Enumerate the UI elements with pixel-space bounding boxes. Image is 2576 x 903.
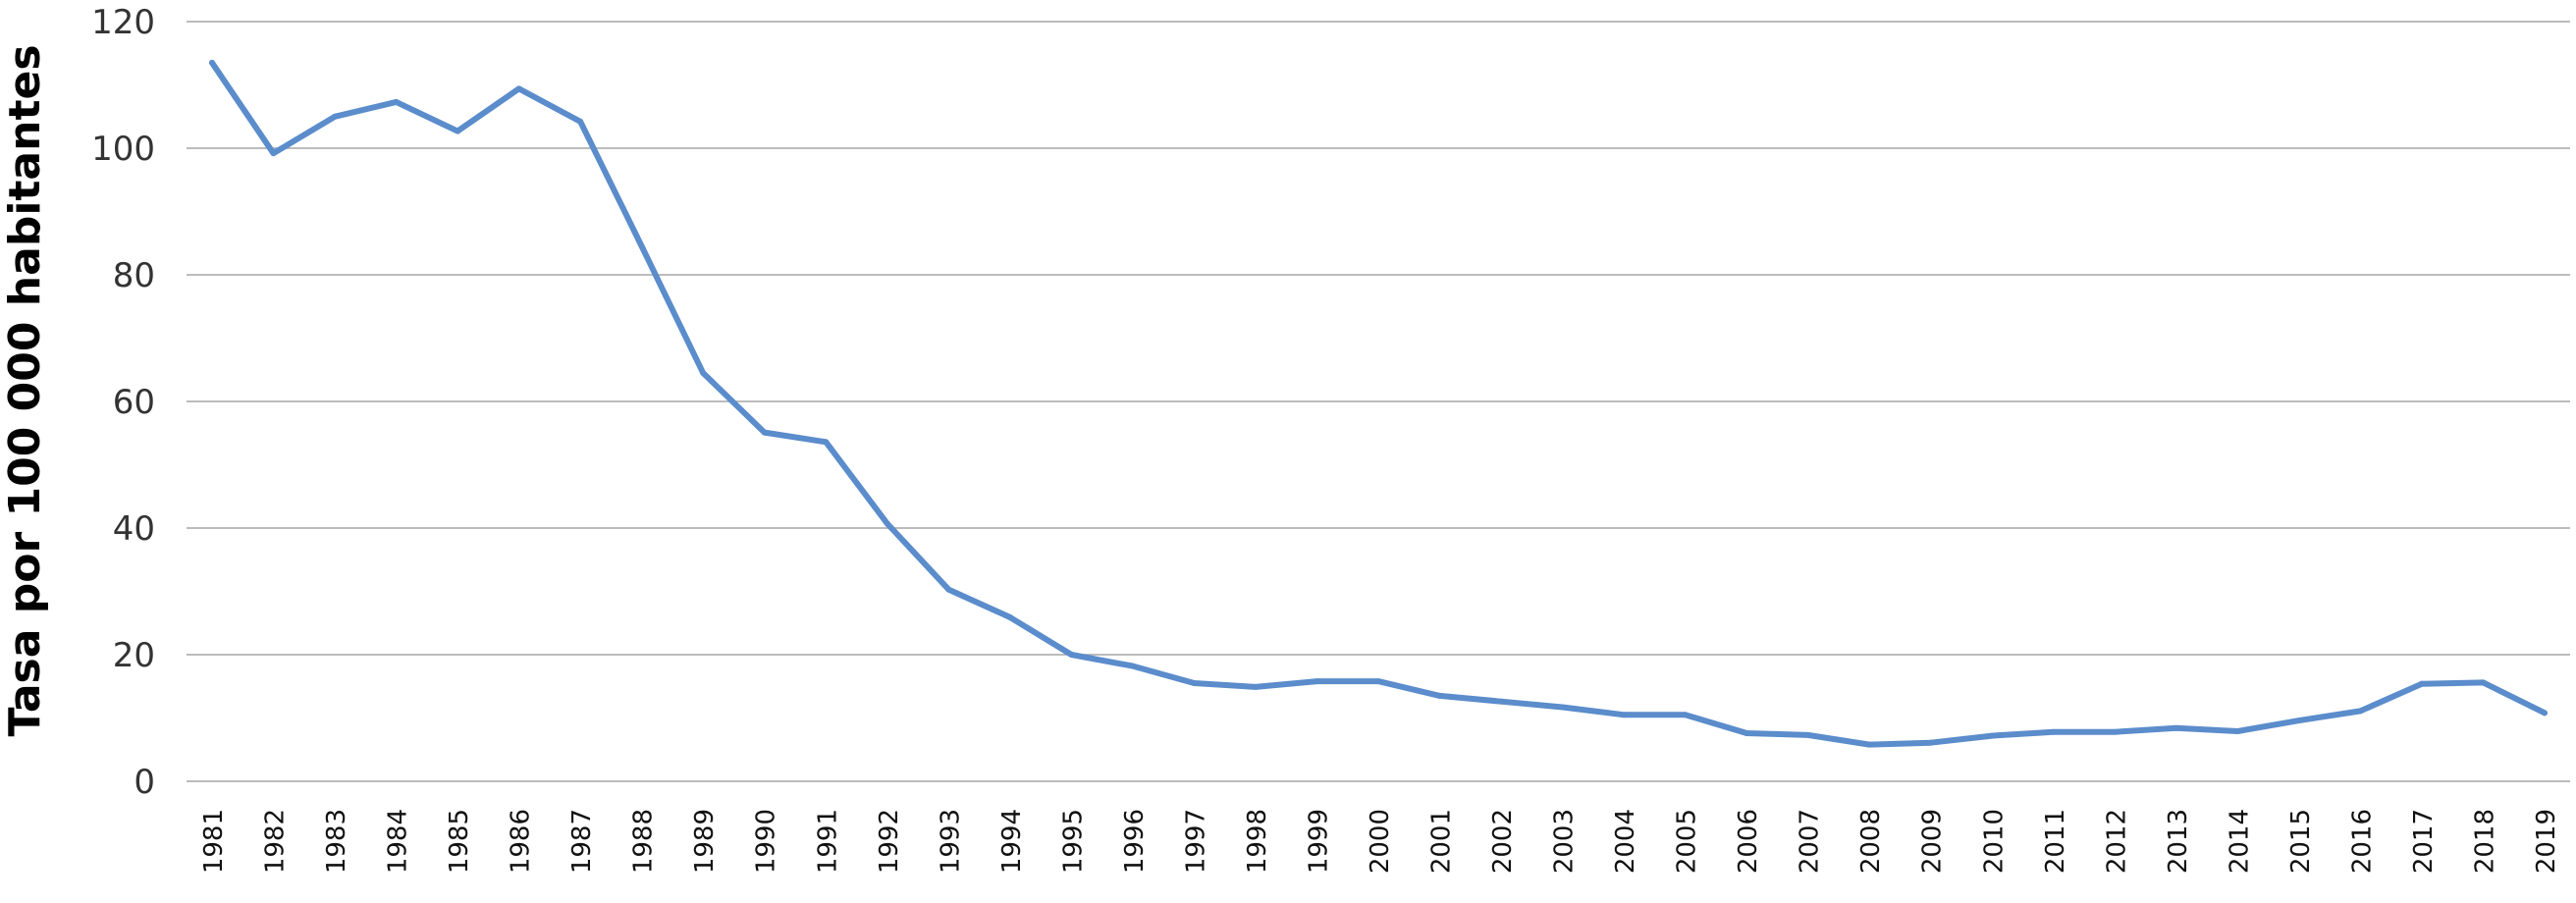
x-tick-label: 1991 — [813, 809, 842, 874]
data-point — [1436, 692, 1443, 699]
data-point — [761, 429, 768, 436]
x-tick-label: 2005 — [1673, 809, 1702, 874]
x-tick-label: 1992 — [875, 809, 904, 874]
x-tick-label: 1995 — [1058, 809, 1088, 874]
data-point — [1866, 741, 1873, 748]
data-point — [2050, 728, 2057, 735]
data-point — [1252, 683, 1259, 690]
data-point — [700, 369, 707, 376]
data-point — [884, 520, 890, 527]
data-point — [1559, 704, 1566, 711]
gridlines — [187, 21, 2570, 782]
x-tick-label: 2001 — [1427, 809, 1457, 874]
x-tick-label: 2006 — [1734, 809, 1763, 874]
y-tick-label: 120 — [91, 3, 155, 42]
x-tick-label: 2012 — [2102, 809, 2131, 874]
data-point — [1129, 663, 1136, 669]
x-tick-label: 1986 — [507, 809, 536, 874]
series-line — [209, 59, 2548, 748]
data-point — [1927, 739, 1934, 746]
data-point — [1621, 712, 1628, 718]
series-layer — [209, 59, 2548, 748]
x-tick-label: 2019 — [2532, 809, 2561, 874]
x-tick-label: 2002 — [1488, 809, 1518, 874]
x-tick-label: 2016 — [2347, 809, 2377, 874]
y-tick-label: 0 — [134, 763, 155, 802]
x-axis-ticks: 1981 1982 1983 1984 1985 1986 1987 1988 1989 1990… — [199, 809, 2561, 874]
x-tick-label: 1984 — [384, 809, 413, 874]
x-tick-label: 2004 — [1611, 809, 1640, 874]
x-tick-label: 1990 — [752, 809, 781, 874]
x-tick-label: 2017 — [2409, 809, 2439, 874]
x-tick-label: 1985 — [445, 809, 474, 874]
x-tick-label: 1998 — [1243, 809, 1272, 874]
y-axis-ticks: 0 20 40 60 80 100 120 — [91, 3, 155, 802]
data-point — [1375, 678, 1381, 685]
data-point — [2480, 679, 2487, 686]
data-point — [2173, 724, 2179, 731]
x-tick-label: 1999 — [1304, 809, 1333, 874]
data-point — [1498, 698, 1505, 705]
data-point — [1191, 680, 1198, 687]
y-tick-label: 40 — [113, 509, 155, 549]
data-point — [1682, 712, 1689, 718]
data-point — [1314, 678, 1320, 685]
data-point — [823, 439, 830, 446]
data-point — [638, 242, 645, 249]
data-point — [455, 128, 461, 134]
data-point — [2357, 708, 2364, 715]
data-point — [1068, 652, 1075, 658]
data-point — [1804, 731, 1811, 738]
data-point — [209, 59, 215, 66]
x-tick-label: 1989 — [690, 809, 720, 874]
x-tick-label: 1988 — [629, 809, 659, 874]
y-axis-label: Tasa por 100 000 habitantes — [0, 44, 50, 736]
x-tick-label: 2009 — [1918, 809, 1948, 874]
x-tick-label: 2014 — [2225, 809, 2254, 874]
x-tick-label: 1983 — [322, 809, 351, 874]
data-point — [945, 586, 952, 593]
x-tick-label: 1987 — [567, 809, 597, 874]
x-tick-label: 2018 — [2470, 809, 2499, 874]
x-tick-label: 2007 — [1796, 809, 1825, 874]
data-point — [1989, 732, 1996, 739]
x-tick-label: 1994 — [997, 809, 1027, 874]
data-point — [1744, 729, 1750, 736]
x-tick-label: 2003 — [1550, 809, 1580, 874]
x-tick-label: 1997 — [1181, 809, 1210, 874]
y-tick-label: 60 — [113, 383, 155, 422]
data-point — [1006, 613, 1013, 620]
data-point — [2112, 728, 2119, 735]
x-tick-label: 1993 — [936, 809, 965, 874]
data-point — [515, 85, 522, 92]
data-point — [2295, 717, 2302, 724]
data-point — [2542, 710, 2548, 717]
y-tick-label: 100 — [91, 130, 155, 169]
data-point — [2234, 728, 2241, 735]
data-point — [393, 98, 400, 105]
x-tick-label: 1981 — [199, 809, 229, 874]
x-tick-label: 2011 — [2041, 809, 2070, 874]
data-point — [332, 113, 339, 120]
x-tick-label: 2008 — [1856, 809, 1886, 874]
x-tick-label: 1996 — [1120, 809, 1150, 874]
x-tick-label: 2000 — [1366, 809, 1395, 874]
y-tick-label: 20 — [113, 636, 155, 675]
y-tick-label: 80 — [113, 256, 155, 295]
data-point — [2418, 680, 2425, 687]
data-point — [577, 118, 584, 125]
data-point — [270, 150, 277, 157]
x-tick-label: 2015 — [2286, 809, 2316, 874]
x-tick-label: 1982 — [261, 809, 291, 874]
x-tick-label: 2010 — [1979, 809, 2009, 874]
x-tick-label: 2013 — [2164, 809, 2193, 874]
